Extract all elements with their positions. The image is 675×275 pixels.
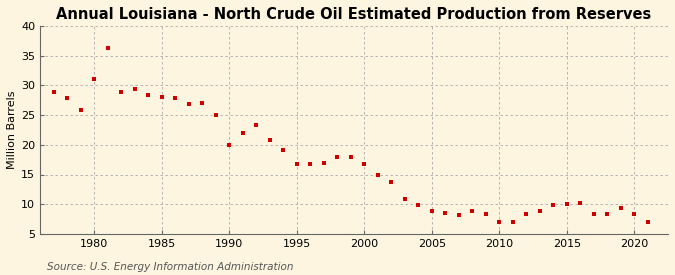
Point bbox=[386, 179, 397, 184]
Title: Annual Louisiana - North Crude Oil Estimated Production from Reserves: Annual Louisiana - North Crude Oil Estim… bbox=[57, 7, 651, 22]
Point bbox=[210, 113, 221, 117]
Point bbox=[183, 102, 194, 106]
Point bbox=[88, 77, 99, 82]
Point bbox=[238, 131, 248, 135]
Point bbox=[616, 206, 626, 211]
Point bbox=[332, 155, 343, 159]
Point bbox=[75, 108, 86, 112]
Point bbox=[292, 162, 302, 166]
Point bbox=[115, 90, 126, 95]
Y-axis label: Million Barrels: Million Barrels bbox=[7, 91, 17, 169]
Point bbox=[400, 197, 410, 202]
Point bbox=[467, 209, 478, 214]
Point bbox=[589, 212, 599, 216]
Point bbox=[278, 147, 289, 152]
Point bbox=[562, 202, 572, 207]
Point bbox=[359, 162, 370, 166]
Point bbox=[575, 201, 586, 205]
Point bbox=[223, 142, 234, 147]
Point bbox=[61, 96, 72, 101]
Point bbox=[440, 211, 451, 215]
Point bbox=[251, 123, 262, 127]
Point bbox=[413, 203, 424, 208]
Point bbox=[535, 209, 545, 214]
Point bbox=[602, 212, 613, 216]
Point bbox=[48, 90, 59, 94]
Point bbox=[548, 203, 559, 208]
Point bbox=[629, 212, 640, 216]
Point bbox=[265, 138, 275, 142]
Point bbox=[319, 160, 329, 165]
Point bbox=[196, 100, 207, 105]
Point bbox=[346, 155, 356, 159]
Point bbox=[643, 220, 653, 224]
Point bbox=[508, 220, 518, 224]
Point bbox=[521, 212, 532, 216]
Text: Source: U.S. Energy Information Administration: Source: U.S. Energy Information Administ… bbox=[47, 262, 294, 272]
Point bbox=[102, 46, 113, 51]
Point bbox=[305, 162, 316, 166]
Point bbox=[169, 96, 180, 101]
Point bbox=[156, 95, 167, 100]
Point bbox=[494, 220, 505, 224]
Point bbox=[373, 172, 383, 177]
Point bbox=[129, 87, 140, 92]
Point bbox=[454, 213, 464, 217]
Point bbox=[481, 212, 491, 216]
Point bbox=[142, 93, 153, 98]
Point bbox=[427, 209, 437, 214]
